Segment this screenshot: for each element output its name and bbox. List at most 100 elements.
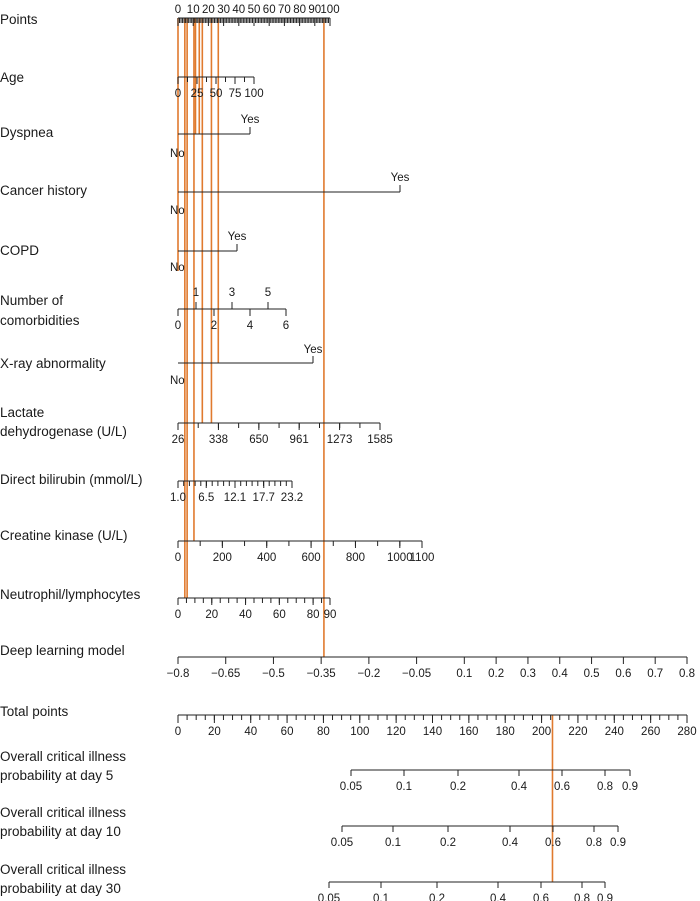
nomogram-row: Total points 0 20 40 60 80 100 120 140 160 180 200 2… <box>0 704 697 738</box>
variable-label: Overall critical illness <box>0 805 126 820</box>
tick-label: 0 <box>175 552 181 564</box>
tick-label: 3 <box>229 287 235 299</box>
tick-label: 1273 <box>327 434 353 446</box>
tick-label: 0.4 <box>490 893 507 901</box>
tick-label: 100 <box>244 88 263 100</box>
nomogram-row: Age 0 25 50 75 100 <box>0 70 264 100</box>
tick-label: 6 <box>283 320 289 332</box>
tick-label: 0.4 <box>511 781 528 793</box>
tick-label: 800 <box>346 552 365 564</box>
tick-label: 5 <box>265 287 271 299</box>
tick-label: 240 <box>605 726 624 738</box>
tick-label: 2 <box>211 320 217 332</box>
tick-label: 0 <box>175 609 181 621</box>
variable-label: comorbidities <box>0 313 80 328</box>
tick-label: 1100 <box>410 552 435 564</box>
variable-label: Dyspnea <box>0 125 54 140</box>
tick-label: 25 <box>191 88 204 100</box>
tick-label: 4 <box>247 320 254 332</box>
variable-label: Points <box>0 12 38 27</box>
tick-label: 23.2 <box>281 492 303 504</box>
tick-label: 0.9 <box>610 837 626 849</box>
tick-label: 50 <box>248 4 261 16</box>
tick-label: 1 <box>193 287 199 299</box>
tick-label: 20 <box>202 4 215 16</box>
tick-label: 80 <box>307 609 320 621</box>
tick-label: 0.4 <box>502 837 519 849</box>
tick-label: 50 <box>210 88 223 100</box>
variable-label: Direct bilirubin (mmol/L) <box>0 472 143 487</box>
tick-label: 180 <box>496 726 515 738</box>
nomogram-row: Direct bilirubin (mmol/L) 1.0 6.5 12.1 17.7 2… <box>0 472 303 504</box>
tick-label: 0.4 <box>552 668 569 680</box>
tick-label: 0.9 <box>597 893 613 901</box>
tick-label: 400 <box>257 552 276 564</box>
variable-label: X-ray abnormality <box>0 356 106 371</box>
level-label: Yes <box>391 172 410 184</box>
variable-label: probability at day 10 <box>0 824 121 839</box>
tick-label: 0.2 <box>440 837 456 849</box>
nomogram-row: Deep learning model −0.8 −0.65 −0.5 −0.35 −0.… <box>0 643 695 680</box>
tick-label: 20 <box>208 726 221 738</box>
tick-label: −0.05 <box>402 668 431 680</box>
nomogram-row: Points 0 10 20 30 40 50 60 70 80 90 100 <box>0 4 340 27</box>
tick-label: −0.35 <box>307 668 336 680</box>
tick-label: 220 <box>568 726 587 738</box>
tick-label: 1000 <box>387 552 413 564</box>
tick-label: 90 <box>324 609 337 621</box>
tick-label: 0.6 <box>545 837 561 849</box>
tick-label: 0.2 <box>450 781 466 793</box>
tick-label: 650 <box>249 434 268 446</box>
tick-label: 0.05 <box>331 837 353 849</box>
tick-label: 0.9 <box>622 781 638 793</box>
tick-label: 0.8 <box>597 781 613 793</box>
tick-label: 12.1 <box>224 492 246 504</box>
variable-label: probability at day 30 <box>0 881 121 896</box>
variable-label: Cancer history <box>0 183 87 198</box>
tick-label: 75 <box>229 88 242 100</box>
tick-label: −0.2 <box>358 668 381 680</box>
tick-label: 0.6 <box>554 781 570 793</box>
tick-label: 26 <box>172 434 185 446</box>
nomogram-row: X-ray abnormality No Yes <box>0 344 323 387</box>
tick-label: 40 <box>244 726 257 738</box>
tick-label: 0.2 <box>429 893 445 901</box>
tick-label: 1585 <box>367 434 393 446</box>
nomogram-row: COPD No Yes <box>0 231 247 274</box>
tick-label: 0.3 <box>520 668 536 680</box>
tick-label: 160 <box>459 726 478 738</box>
tick-label: 0.1 <box>396 781 412 793</box>
tick-label: 120 <box>387 726 406 738</box>
tick-label: 60 <box>281 726 294 738</box>
nomogram-row: Number of comorbidities 1 3 5 0 2 4 6 <box>0 287 289 332</box>
tick-label: 0 <box>175 320 181 332</box>
level-label: No <box>170 262 185 274</box>
tick-label: 40 <box>232 4 245 16</box>
level-label: No <box>170 375 185 387</box>
tick-label: 0.05 <box>318 893 340 901</box>
tick-label: 0.1 <box>373 893 389 901</box>
tick-label: 30 <box>217 4 230 16</box>
tick-label: 80 <box>317 726 330 738</box>
tick-label: 0.8 <box>586 837 602 849</box>
tick-label: −0.8 <box>167 668 190 680</box>
nomogram-row: Lactate dehydrogenase (U/L) 26 338 650 961 127… <box>0 405 393 446</box>
tick-label: 0.7 <box>647 668 663 680</box>
nomogram-row: Overall critical illness probability at d… <box>0 805 626 849</box>
variable-label: Lactate <box>0 405 44 420</box>
tick-label: 10 <box>187 4 200 16</box>
tick-label: 6.5 <box>198 492 214 504</box>
tick-label: 600 <box>301 552 320 564</box>
tick-label: 280 <box>677 726 696 738</box>
tick-label: 20 <box>205 609 218 621</box>
variable-label: Deep learning model <box>0 643 125 658</box>
tick-label: 0.6 <box>615 668 631 680</box>
tick-label: 0.8 <box>574 893 590 901</box>
tick-label: 60 <box>273 609 286 621</box>
tick-label: 0 <box>175 726 181 738</box>
tick-label: 0.05 <box>340 781 362 793</box>
variable-label: dehydrogenase (U/L) <box>0 424 127 439</box>
tick-label: 0.5 <box>584 668 600 680</box>
variable-label: Neutrophil/lymphocytes <box>0 587 141 602</box>
